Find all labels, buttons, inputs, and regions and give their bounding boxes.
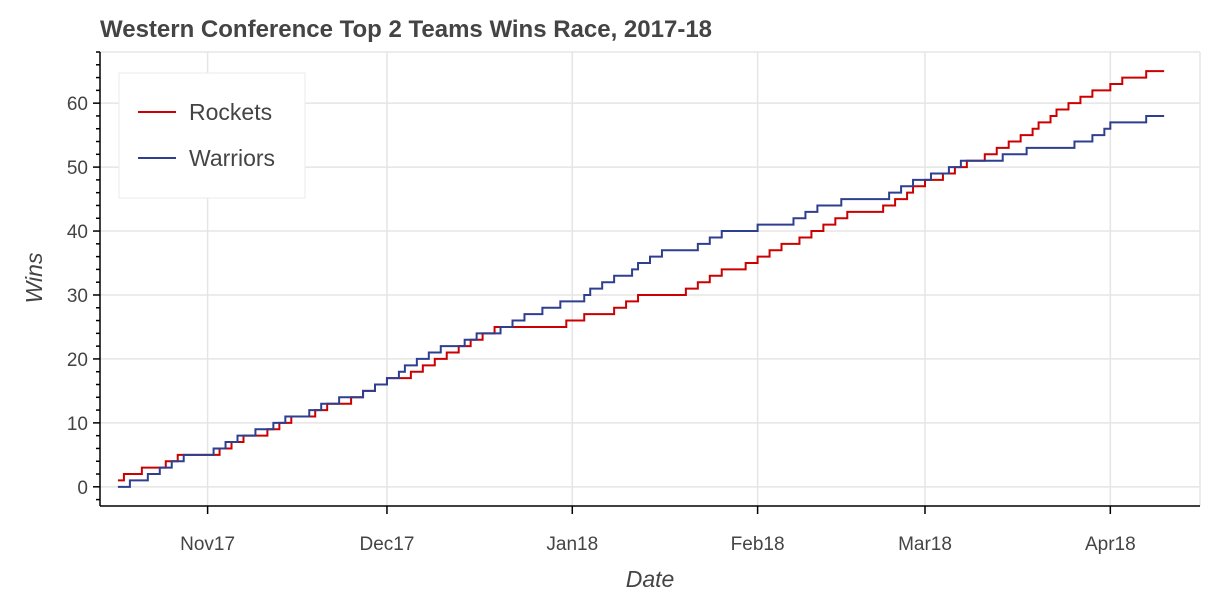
y-tick-label: 50	[67, 158, 88, 179]
series-line-rockets	[117, 70, 1165, 482]
series-lines	[117, 70, 1165, 488]
legend[interactable]: Rockets Warriors	[118, 72, 306, 199]
y-tick-label: 60	[67, 94, 88, 115]
y-tick-label: 10	[67, 414, 88, 435]
x-tick-label: Feb18	[731, 534, 785, 555]
legend-box	[118, 72, 306, 199]
y-tick-label: 40	[67, 222, 88, 243]
y-axis-label: Wins	[21, 252, 47, 303]
legend-label-rockets[interactable]: Rockets	[189, 99, 272, 125]
axes: 0 10 20 30 40 50 60 Nov17 Dec17 Jan18 Feb18 Mar18 Ap…	[67, 51, 1200, 555]
x-tick-label: Apr18	[1085, 534, 1136, 555]
series-line-warriors	[117, 114, 1165, 488]
y-tick-label: 0	[77, 478, 88, 499]
x-tick-label: Dec17	[359, 534, 414, 555]
x-tick-label: Mar18	[898, 534, 952, 555]
y-tick-label: 30	[67, 286, 88, 307]
x-tick-label: Jan18	[546, 534, 598, 555]
legend-label-warriors[interactable]: Warriors	[189, 145, 275, 171]
chart-title: Western Conference Top 2 Teams Wins Race…	[100, 16, 712, 43]
y-tick-label: 20	[67, 350, 88, 371]
x-axis-label: Date	[626, 566, 675, 592]
x-tick-label: Nov17	[180, 534, 235, 555]
